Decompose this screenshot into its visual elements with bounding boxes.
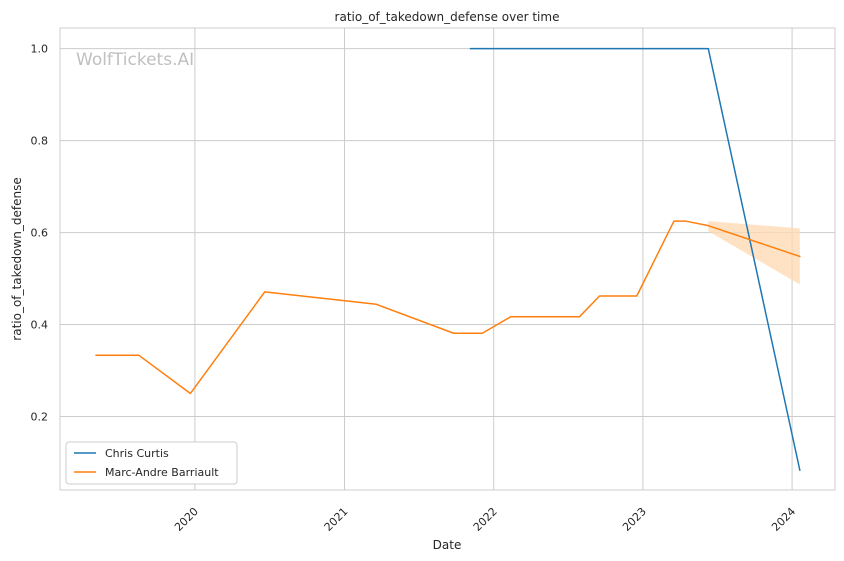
y-tick-label: 0.6 — [31, 227, 49, 240]
y-tick-label: 0.4 — [31, 319, 49, 332]
series-line — [469, 47, 801, 471]
x-tick-labels: 2020 2021 2022 2023 2024 — [172, 505, 798, 534]
series-line — [95, 220, 801, 395]
plot-frame — [59, 27, 836, 491]
legend: Chris Curtis Marc-Andre Barriault — [65, 441, 238, 485]
x-tick-label: 2020 — [172, 505, 201, 534]
watermark: WolfTickets.AI — [76, 50, 194, 70]
confidence-band — [708, 221, 800, 285]
x-tick-label: 2021 — [322, 505, 351, 534]
legend-frame — [65, 441, 238, 485]
x-axis-label: Date — [433, 538, 462, 552]
legend-label: Chris Curtis — [105, 447, 169, 460]
legend-label: Marc-Andre Barriault — [105, 466, 219, 479]
x-tick-label: 2023 — [620, 505, 649, 534]
y-tick-labels: 0.2 0.4 0.6 0.8 1.0 — [31, 43, 49, 424]
y-axis-label: ratio_of_takedown_defense — [10, 177, 24, 340]
confidence-bands — [708, 221, 800, 285]
y-tick-label: 0.8 — [31, 135, 49, 148]
y-tick-label: 0.2 — [31, 410, 49, 423]
chart-title: ratio_of_takedown_defense over time — [335, 10, 560, 24]
plot-background — [60, 28, 835, 490]
series-lines — [95, 47, 801, 471]
x-tick-label: 2022 — [471, 505, 500, 534]
x-tick-label: 2024 — [769, 505, 798, 534]
y-tick-label: 1.0 — [31, 43, 49, 56]
